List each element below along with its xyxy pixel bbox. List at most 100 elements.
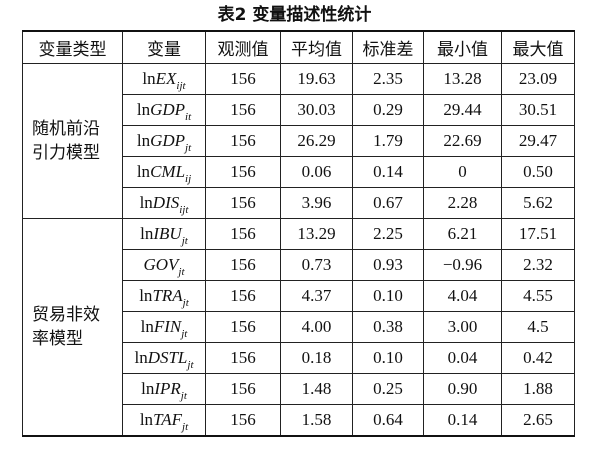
variable-cell: lnDSTLjt bbox=[122, 342, 206, 374]
variable-subscript: ij bbox=[185, 173, 192, 185]
variable-symbol: DSTL bbox=[147, 348, 188, 367]
sd-cell: 0.64 bbox=[352, 404, 424, 437]
mean-cell: 26.29 bbox=[280, 125, 353, 157]
min-cell: 0.90 bbox=[423, 373, 502, 405]
table-row: lnIPRjt 156 1.48 0.25 0.90 1.88 bbox=[23, 373, 575, 405]
header-row: 变量类型 变量 观测值 平均值 标准差 最小值 最大值 bbox=[22, 30, 575, 64]
variable-prefix: ln bbox=[134, 348, 148, 367]
variable-subscript: jt bbox=[181, 235, 188, 247]
sd-cell: 0.10 bbox=[352, 342, 424, 374]
variable-prefix: ln bbox=[139, 410, 154, 429]
variable-subscript: jt bbox=[182, 297, 189, 309]
group-label-line: 随机前沿 bbox=[32, 119, 100, 139]
mean-cell: 0.18 bbox=[280, 342, 353, 374]
max-cell: 29.47 bbox=[501, 125, 575, 157]
variable-cell: lnTAFjt bbox=[122, 404, 206, 437]
variable-symbol: TRA bbox=[152, 286, 183, 305]
mean-cell: 3.96 bbox=[280, 187, 353, 219]
variable-cell: lnGDPit bbox=[122, 94, 206, 126]
min-cell: 6.21 bbox=[423, 218, 502, 250]
variable-prefix: ln bbox=[139, 193, 153, 212]
min-cell: 3.00 bbox=[423, 311, 502, 343]
variable-cell: lnGDPjt bbox=[122, 125, 206, 157]
table-row: lnTRAjt 156 4.37 0.10 4.04 4.55 bbox=[23, 280, 575, 312]
variable-subscript: ijt bbox=[179, 204, 189, 216]
obs-cell: 156 bbox=[205, 373, 281, 405]
variable-symbol: GDP bbox=[150, 100, 186, 119]
obs-cell: 156 bbox=[205, 187, 281, 219]
table-row: 随机前沿 引力模型 lnEXijt 156 19.63 2.35 13.28 2… bbox=[22, 63, 575, 219]
header-obs: 观测值 bbox=[205, 30, 281, 64]
mean-cell: 4.00 bbox=[280, 311, 353, 343]
header-variable: 变量 bbox=[122, 30, 206, 64]
variable-subscript: it bbox=[185, 111, 192, 123]
variable-cell: lnTRAjt bbox=[122, 280, 206, 312]
sd-cell: 0.67 bbox=[352, 187, 424, 219]
table-row: lnGDPit 156 30.03 0.29 29.44 30.51 bbox=[23, 94, 575, 126]
variable-prefix: ln bbox=[142, 69, 156, 88]
min-cell: 22.69 bbox=[423, 125, 502, 157]
obs-cell: 156 bbox=[205, 311, 281, 343]
table-row: 贸易非效 率模型 lnIBUjt 156 13.29 2.25 6.21 17.… bbox=[22, 218, 575, 437]
variable-cell: GOVjt bbox=[122, 249, 206, 281]
sd-cell: 0.29 bbox=[352, 94, 424, 126]
sd-cell: 0.25 bbox=[352, 373, 424, 405]
max-cell: 2.65 bbox=[501, 404, 575, 437]
mean-cell: 1.48 bbox=[280, 373, 353, 405]
min-cell: −0.96 bbox=[423, 249, 502, 281]
variable-prefix: ln bbox=[140, 317, 154, 336]
obs-cell: 156 bbox=[205, 94, 281, 126]
obs-cell: 156 bbox=[205, 342, 281, 374]
table-row: lnTAFjt 156 1.58 0.64 0.14 2.65 bbox=[23, 404, 575, 437]
mean-cell: 13.29 bbox=[280, 218, 353, 250]
group-label-trade-inefficiency: 贸易非效 率模型 bbox=[22, 218, 123, 437]
max-cell: 5.62 bbox=[501, 187, 575, 219]
max-cell: 4.5 bbox=[501, 311, 575, 343]
variable-subscript: jt bbox=[185, 142, 192, 154]
obs-cell: 156 bbox=[205, 63, 281, 95]
sd-cell: 2.25 bbox=[352, 218, 424, 250]
variable-subscript: jt bbox=[187, 359, 194, 371]
obs-cell: 156 bbox=[205, 280, 281, 312]
sd-cell: 0.38 bbox=[352, 311, 424, 343]
min-cell: 0 bbox=[423, 156, 502, 188]
table-caption: 表2 变量描述性统计 bbox=[217, 5, 372, 25]
header-min: 最小值 bbox=[423, 30, 502, 64]
mean-cell: 19.63 bbox=[280, 63, 353, 95]
variable-symbol: GOV bbox=[143, 255, 179, 274]
variable-cell: lnCMLij bbox=[122, 156, 206, 188]
max-cell: 30.51 bbox=[501, 94, 575, 126]
mean-cell: 1.58 bbox=[280, 404, 353, 437]
table-row: lnDSTLjt 156 0.18 0.10 0.04 0.42 bbox=[23, 342, 575, 374]
mean-cell: 30.03 bbox=[280, 94, 353, 126]
sd-cell: 2.35 bbox=[352, 63, 424, 95]
obs-cell: 156 bbox=[205, 249, 281, 281]
variable-subscript: jt bbox=[181, 328, 188, 340]
header-sd: 标准差 bbox=[352, 30, 424, 64]
variable-subscript: jt bbox=[180, 390, 187, 402]
mean-cell: 0.06 bbox=[280, 156, 353, 188]
descriptive-stats-table: 变量类型 变量 观测值 平均值 标准差 最小值 最大值 随机前沿 引力模型 ln… bbox=[22, 30, 575, 437]
variable-prefix: ln bbox=[136, 162, 151, 181]
obs-cell: 156 bbox=[205, 218, 281, 250]
max-cell: 17.51 bbox=[501, 218, 575, 250]
obs-cell: 156 bbox=[205, 125, 281, 157]
sd-cell: 1.79 bbox=[352, 125, 424, 157]
sd-cell: 0.10 bbox=[352, 280, 424, 312]
header-mean: 平均值 bbox=[280, 30, 353, 64]
table-row: lnCMLij 156 0.06 0.14 0 0.50 bbox=[23, 156, 575, 188]
sd-cell: 0.93 bbox=[352, 249, 424, 281]
table-row: lnDISijt 156 3.96 0.67 2.28 5.62 bbox=[23, 187, 575, 219]
header-variable-type: 变量类型 bbox=[22, 30, 123, 64]
variable-symbol: FIN bbox=[153, 317, 182, 336]
max-cell: 1.88 bbox=[501, 373, 575, 405]
table-row: GOVjt 156 0.73 0.93 −0.96 2.32 bbox=[23, 249, 575, 281]
variable-symbol: IBU bbox=[153, 224, 182, 243]
variable-cell: lnIPRjt bbox=[122, 373, 206, 405]
variable-symbol: EX bbox=[155, 69, 177, 88]
min-cell: 29.44 bbox=[423, 94, 502, 126]
variable-cell: lnDISijt bbox=[122, 187, 206, 219]
variable-symbol: CML bbox=[150, 162, 186, 181]
variable-symbol: DIS bbox=[152, 193, 180, 212]
group-label-frontier-gravity: 随机前沿 引力模型 bbox=[22, 63, 123, 219]
